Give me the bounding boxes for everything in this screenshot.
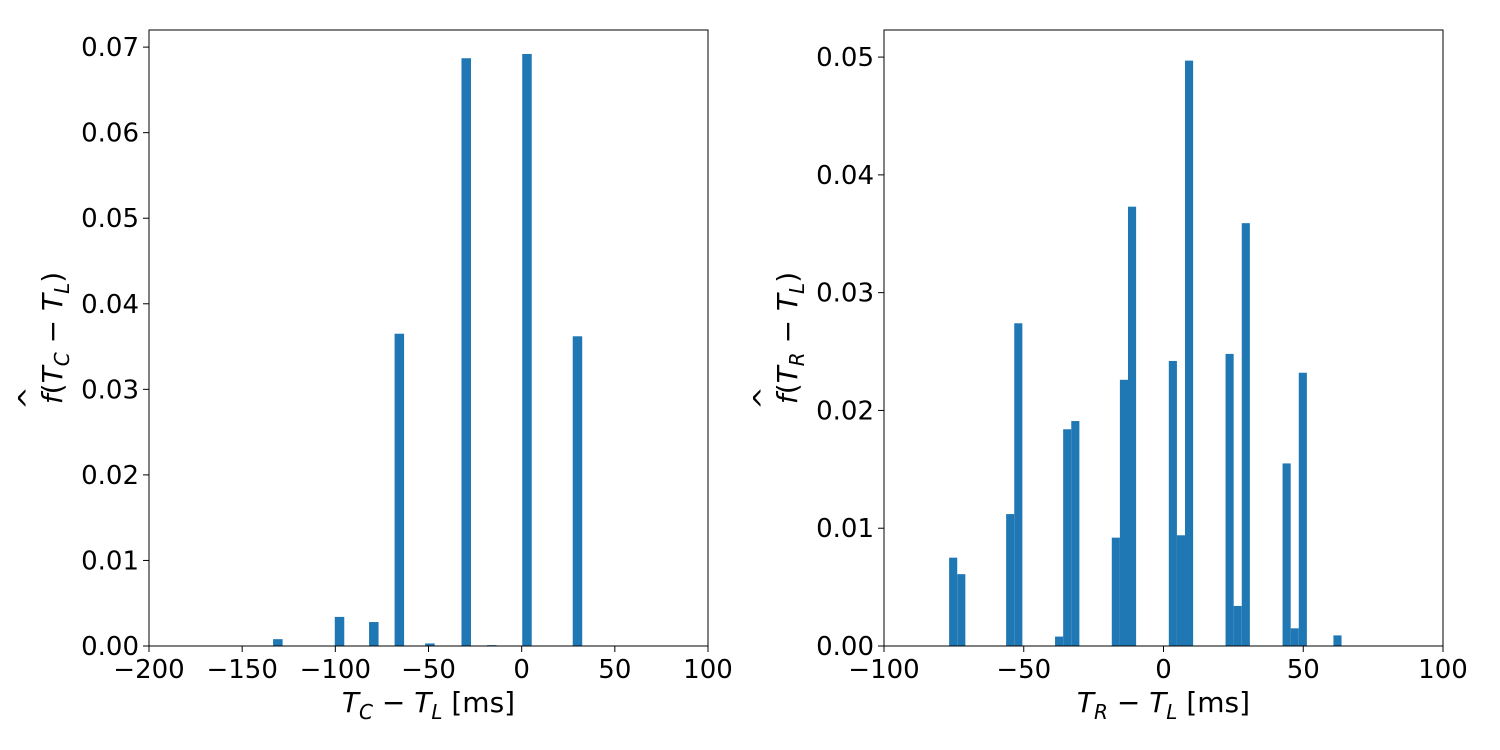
right-bar-17: [1290, 628, 1299, 646]
left-bar-0: [273, 639, 283, 646]
right-x-tick-label-1: −50: [996, 655, 1051, 685]
left-x-tick-label-0: −200: [113, 655, 184, 685]
left-bar-4: [425, 643, 435, 646]
right-y-tick-label-4: 0.04: [816, 161, 874, 191]
right-bar-14: [1233, 605, 1242, 646]
left-bar-5: [461, 58, 471, 647]
left-x-tick-label-3: −50: [401, 655, 456, 685]
chart-tr-minus-tl: −100 −50 0 50 100 0.00 0.01 0.02 0.03 0.04 0.05 TR…: [747, 29, 1468, 724]
left-y-tick-label-0: 0.00: [81, 632, 139, 662]
left-bar-7: [522, 53, 532, 646]
right-bar-8: [1119, 379, 1129, 646]
left-bars: [273, 53, 583, 647]
left-bar-1: [334, 616, 345, 646]
right-x-tick-label-0: −100: [848, 655, 919, 685]
right-bar-2: [1006, 514, 1015, 646]
left-y-tick-label-1: 0.01: [81, 546, 139, 576]
right-x-tick-label-4: 100: [1418, 655, 1468, 685]
right-x-tick-label-3: 50: [1287, 655, 1320, 685]
left-ticks: −200 −150 −100 −50 0 50 100 0.00 0.01 0.02 0.03 0.0…: [81, 33, 733, 685]
right-bar-1: [957, 574, 966, 646]
right-bar-6: [1071, 421, 1080, 646]
left-y-tick-label-5: 0.05: [81, 204, 139, 234]
left-plot-frame: [148, 29, 709, 647]
right-bar-7: [1111, 537, 1120, 646]
right-bar-12: [1185, 60, 1194, 647]
left-bar-8: [572, 336, 583, 646]
left-y-tick-label-4: 0.04: [81, 290, 139, 320]
right-bar-19: [1333, 635, 1342, 646]
right-bar-13: [1225, 353, 1234, 646]
left-y-tick-label-7: 0.07: [81, 33, 139, 63]
left-x-tick-label-4: 0: [513, 655, 530, 685]
right-bar-0: [949, 557, 958, 646]
left-x-axis-label: TC − TL [ms]: [342, 686, 515, 724]
right-y-tick-label-3: 0.03: [816, 279, 874, 309]
left-x-tick-label-6: 100: [683, 655, 733, 685]
right-bar-16: [1282, 463, 1291, 646]
left-x-tick-label-2: −100: [300, 655, 371, 685]
right-bar-5: [1063, 429, 1072, 646]
right-y-tick-label-2: 0.02: [816, 396, 874, 426]
right-y-tick-label-0: 0.00: [816, 632, 874, 662]
right-y-axis-label: f(TR − TL): [771, 272, 809, 404]
left-x-tick-label-1: −150: [206, 655, 277, 685]
right-x-tick-label-2: 0: [1155, 655, 1172, 685]
left-y-tick-label-6: 0.06: [81, 119, 139, 149]
right-bar-10: [1168, 360, 1177, 646]
right-plot-frame: [883, 29, 1444, 647]
right-y-tick-label-1: 0.01: [816, 514, 874, 544]
left-bar-2: [369, 622, 379, 646]
left-bar-3: [394, 333, 405, 646]
left-y-label-hat: ^: [12, 386, 45, 409]
right-ticks: −100 −50 0 50 100 0.00 0.01 0.02 0.03 0.04 0.05: [816, 43, 1468, 685]
right-bar-18: [1298, 372, 1307, 646]
right-bar-4: [1055, 636, 1064, 646]
left-y-axis-label: f(TC − TL): [36, 272, 74, 404]
chart-tc-minus-tl: −200 −150 −100 −50 0 50 100 0.00 0.01 0.02 0.03 0.0…: [12, 29, 733, 724]
right-bar-3: [1014, 323, 1023, 646]
right-bars: [949, 60, 1342, 647]
left-x-tick-label-5: 50: [598, 655, 631, 685]
right-bar-15: [1241, 223, 1250, 646]
right-bar-9: [1128, 206, 1137, 647]
right-y-tick-label-5: 0.05: [816, 43, 874, 73]
left-y-tick-label-2: 0.02: [81, 461, 139, 491]
right-bar-11: [1176, 535, 1186, 646]
left-y-tick-label-3: 0.03: [81, 375, 139, 405]
right-y-label-hat: ^: [747, 386, 780, 409]
right-x-axis-label: TR − TL [ms]: [1077, 686, 1250, 724]
